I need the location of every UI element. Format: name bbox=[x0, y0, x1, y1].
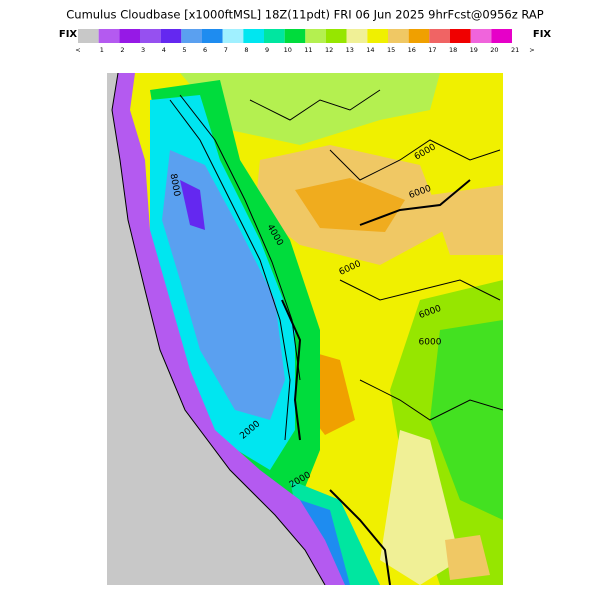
region bbox=[180, 180, 205, 230]
ocean bbox=[107, 73, 325, 585]
colorbar-swatch bbox=[181, 29, 202, 43]
colorbar-label: 15 bbox=[387, 46, 395, 54]
contour-label: 8000 bbox=[168, 173, 182, 198]
contour bbox=[359, 179, 471, 226]
colorbar-label: 10 bbox=[284, 46, 292, 54]
contour bbox=[281, 299, 302, 441]
colorbar-label: 4 bbox=[162, 46, 166, 54]
colorbar-swatch bbox=[408, 29, 430, 43]
region bbox=[430, 320, 503, 520]
colorbar-label: 16 bbox=[408, 46, 416, 54]
colorbar-label: 5 bbox=[182, 46, 186, 54]
contour bbox=[329, 139, 501, 181]
coastline bbox=[111, 73, 326, 585]
region bbox=[380, 430, 460, 585]
colorbar-label: 12 bbox=[325, 46, 333, 54]
colorbar-swatch bbox=[326, 29, 347, 43]
colorbar: <1 2 3 4 5 6 7 8 9 10 11 12 13 14 15 16 17 18 19 20 21 > bbox=[75, 29, 535, 54]
colorbar-swatch bbox=[491, 29, 512, 43]
colorbar-swatch bbox=[346, 29, 368, 43]
colorbar-swatch bbox=[264, 29, 285, 43]
colorbar-swatch bbox=[222, 29, 244, 43]
colorbar-label: 7 bbox=[224, 46, 228, 54]
colorbar-swatch bbox=[388, 29, 409, 43]
colorbar-label: 20 bbox=[490, 46, 498, 54]
colorbar-swatch bbox=[305, 29, 326, 43]
colorbar-swatch bbox=[243, 29, 264, 43]
fix-right: FIX bbox=[533, 29, 552, 40]
colorbar-label: 2 bbox=[120, 46, 124, 54]
colorbar-label: 1 bbox=[100, 46, 104, 54]
colorbar-swatch bbox=[98, 29, 120, 43]
region bbox=[445, 535, 490, 580]
colorbar-swatch bbox=[284, 29, 306, 43]
contour bbox=[339, 279, 501, 301]
colorbar-label: 11 bbox=[304, 46, 312, 54]
colorbar-swatch bbox=[470, 29, 492, 43]
colorbar-label: < bbox=[75, 46, 80, 54]
colorbar-label: 6 bbox=[203, 46, 207, 54]
fix-left: FIX bbox=[59, 29, 78, 40]
contour bbox=[329, 489, 391, 585]
contour-label: 6000 bbox=[419, 338, 442, 348]
contour bbox=[179, 94, 301, 381]
colorbar-label: 9 bbox=[265, 46, 269, 54]
colorbar-label: 18 bbox=[449, 46, 457, 54]
colorbar-swatch bbox=[119, 29, 140, 43]
region bbox=[180, 73, 440, 145]
colorbar-label: 21 bbox=[511, 46, 519, 54]
contour bbox=[169, 99, 291, 441]
colorbar-label: 14 bbox=[366, 46, 374, 54]
colorbar-label: 13 bbox=[346, 46, 354, 54]
colorbar-swatch bbox=[140, 29, 161, 43]
colorbar-swatch bbox=[202, 29, 223, 43]
colorbar-swatch bbox=[429, 29, 450, 43]
colorbar-swatch bbox=[450, 29, 471, 43]
colorbar-swatch bbox=[160, 29, 182, 43]
colorbar-label: 17 bbox=[428, 46, 436, 54]
colorbar-swatch bbox=[78, 29, 99, 43]
colorbar-label: 19 bbox=[470, 46, 478, 54]
contour bbox=[249, 89, 381, 121]
colorbar-label: 8 bbox=[244, 46, 248, 54]
colorbar-label: 3 bbox=[141, 46, 145, 54]
title: Cumulus Cloudbase [x1000ftMSL] 18Z(11pdt… bbox=[66, 8, 544, 22]
colorbar-swatch bbox=[367, 29, 388, 43]
contour bbox=[359, 379, 503, 421]
colorbar-label: > bbox=[529, 46, 534, 54]
region bbox=[430, 185, 503, 255]
